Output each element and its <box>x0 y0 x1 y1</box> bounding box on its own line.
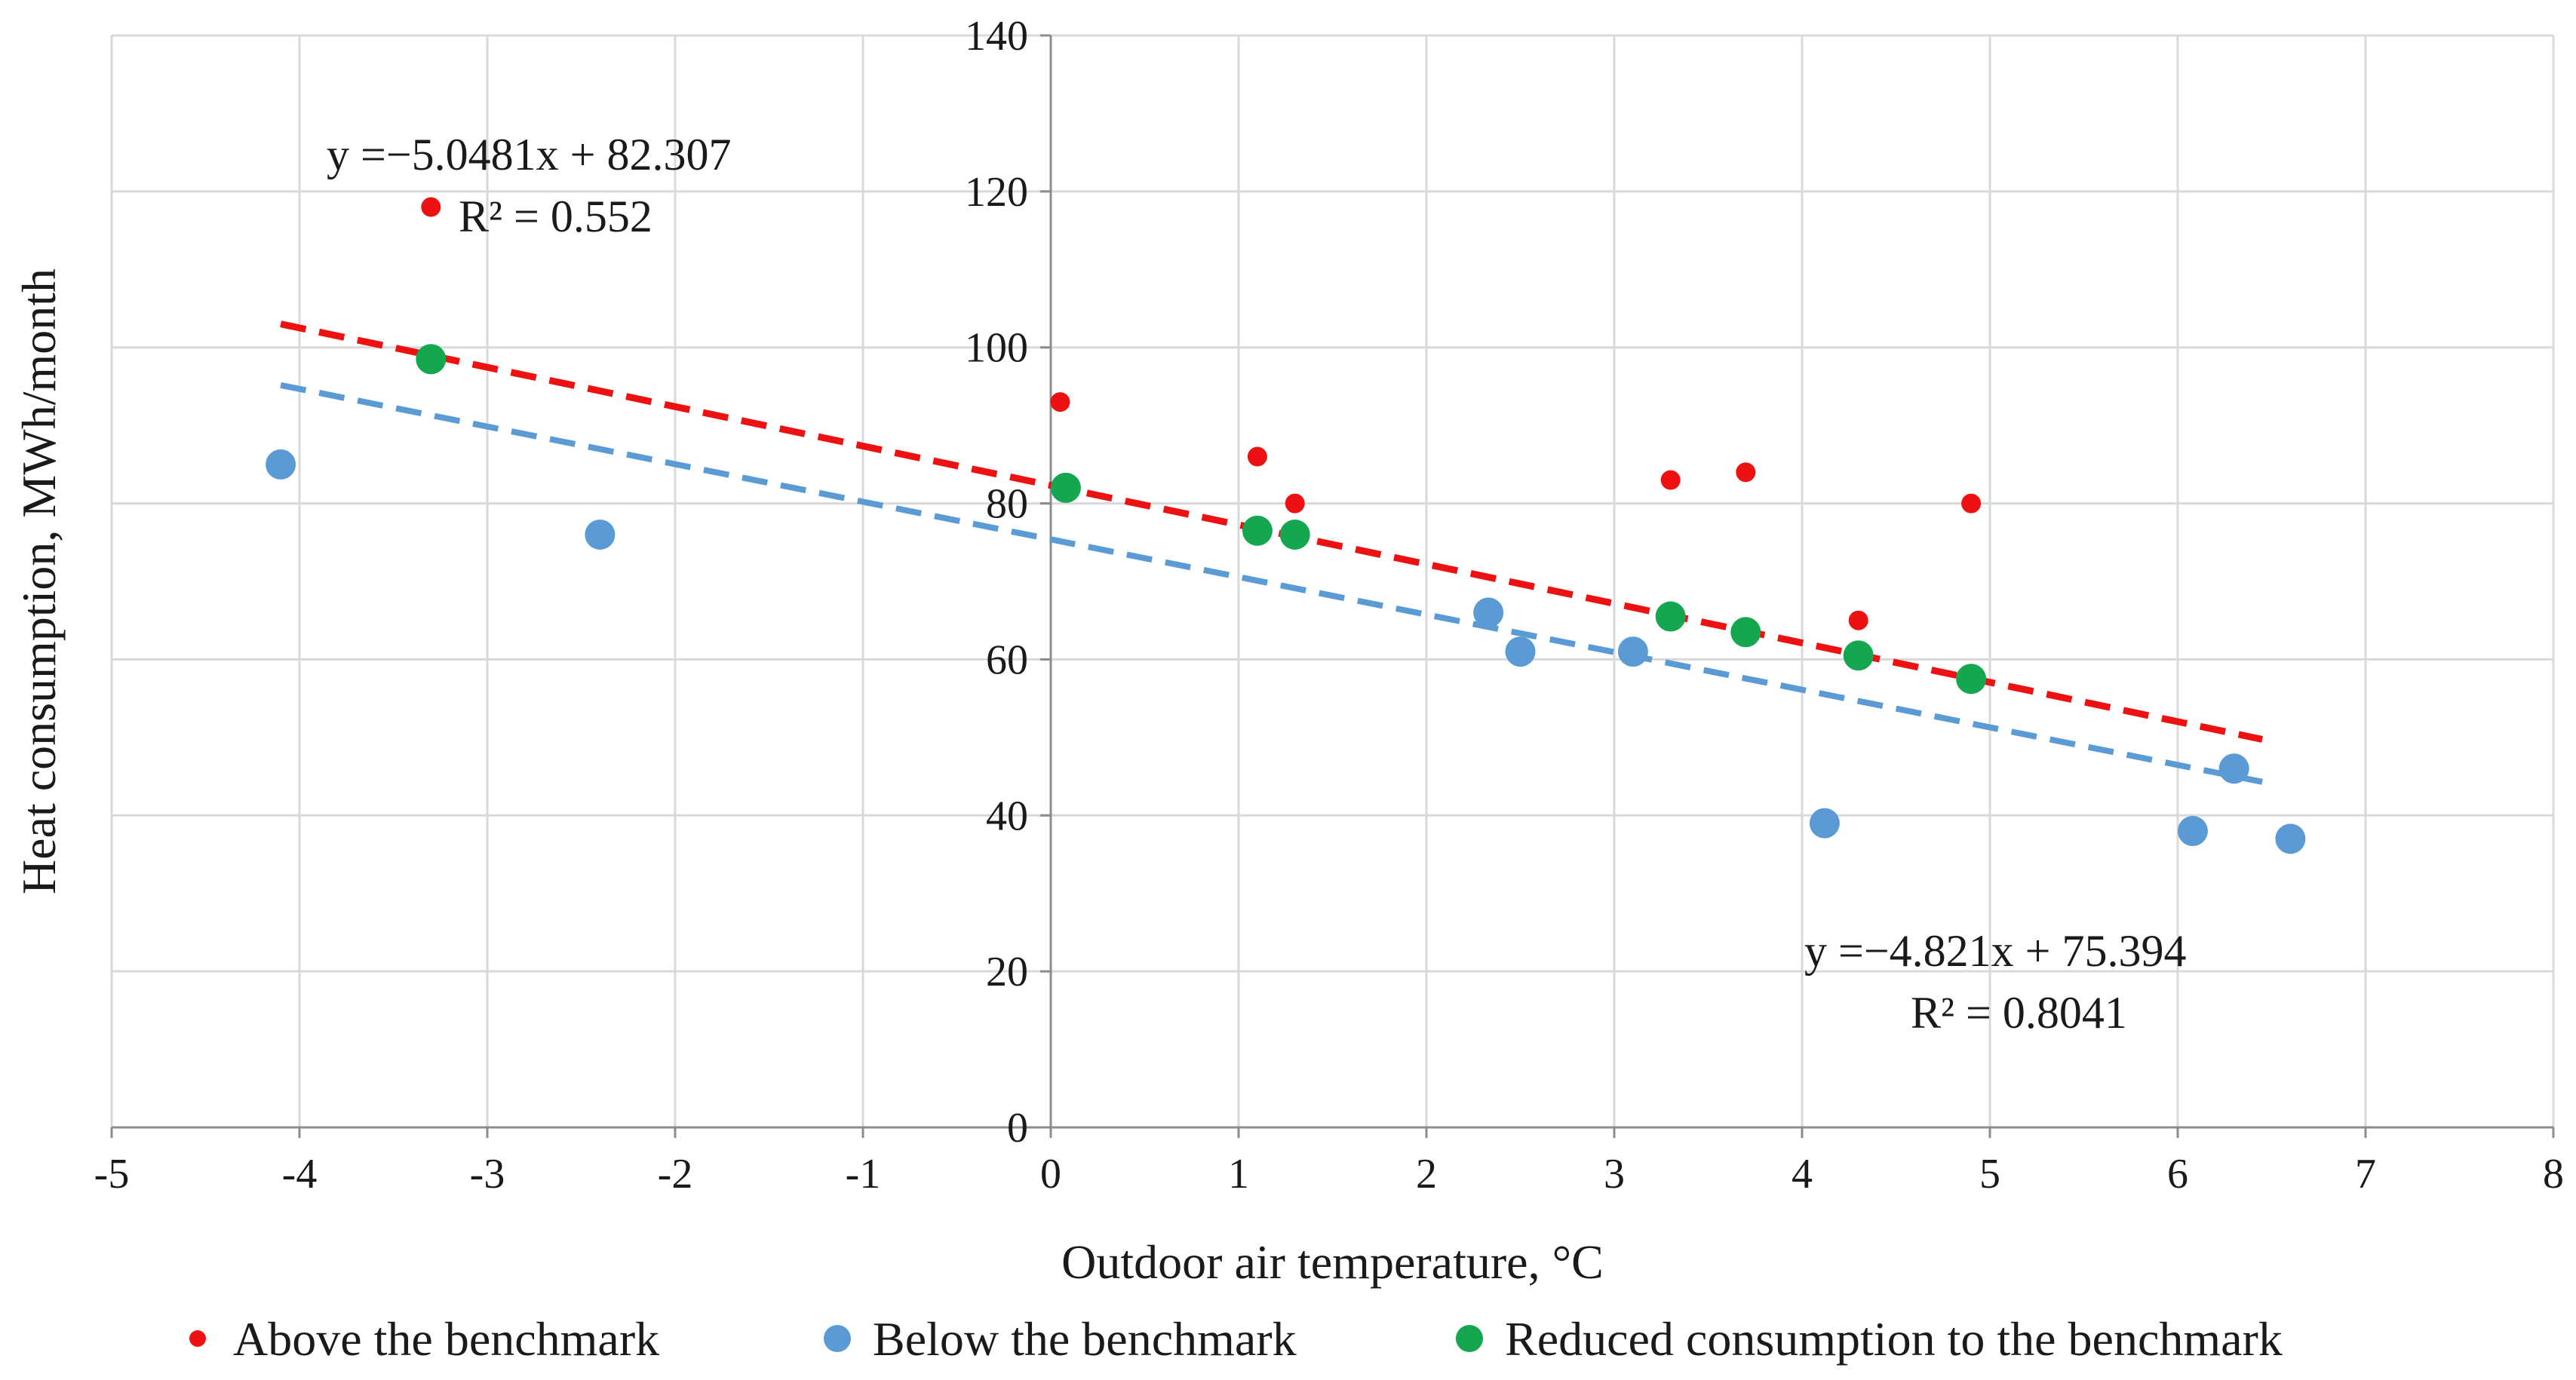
legend: Above the benchmark Below the benchmark … <box>189 1312 2283 1366</box>
point-below <box>585 519 616 550</box>
axes <box>112 35 2553 1129</box>
point-below <box>2275 823 2306 854</box>
point-below <box>266 449 296 480</box>
point-below <box>2218 753 2249 784</box>
point-reduced <box>1730 617 1761 648</box>
y-tick-label: 0 <box>1007 1105 1028 1152</box>
trendline-r-squared-above: R² = 0.552 <box>459 192 652 241</box>
legend-label-reduced: Reduced consumption to the benchmark <box>1505 1312 2283 1366</box>
point-below <box>1505 636 1536 667</box>
y-tick-label: 100 <box>965 325 1028 372</box>
y-tick-label: 80 <box>986 481 1028 528</box>
trendline-below <box>280 382 2263 785</box>
point-above <box>1285 493 1305 514</box>
x-tick-label: -2 <box>658 1151 693 1198</box>
x-tick-label: -3 <box>470 1151 505 1198</box>
y-tick-label: 60 <box>986 636 1028 683</box>
point-below <box>2177 815 2208 846</box>
point-above <box>1961 493 1982 514</box>
point-above <box>1660 470 1681 490</box>
point-below <box>1617 636 1648 667</box>
point-below <box>1473 597 1504 628</box>
point-reduced <box>1279 519 1310 550</box>
legend-marker-above <box>189 1330 206 1347</box>
point-reduced <box>1655 601 1686 632</box>
x-tick-label: -5 <box>94 1151 130 1198</box>
x-tick-label: 7 <box>2355 1151 2376 1198</box>
data-points <box>266 197 2306 854</box>
x-tick-label: 5 <box>1979 1151 2000 1198</box>
x-tick-label: 3 <box>1604 1151 1625 1198</box>
x-axis-title: Outdoor air temperature, °C <box>1061 1235 1604 1289</box>
y-tick-label: 140 <box>965 13 1028 60</box>
y-axis-title: Heat consumption, MWh/month <box>12 268 66 894</box>
y-tick-label: 120 <box>965 169 1028 216</box>
point-above <box>1736 462 1756 483</box>
y-tick-label: 20 <box>986 949 1028 995</box>
point-reduced <box>1956 664 1987 695</box>
point-reduced <box>1843 640 1874 671</box>
legend-marker-below <box>824 1325 851 1352</box>
point-above <box>1050 392 1070 412</box>
legend-label-above: Above the benchmark <box>233 1312 659 1366</box>
trendline-equation-above: y =−5.0481x + 82.307 <box>327 130 732 179</box>
x-tick-label: 4 <box>1792 1151 1813 1198</box>
point-reduced <box>416 344 447 375</box>
point-reduced <box>1050 472 1081 503</box>
y-tick-label: 40 <box>986 793 1028 839</box>
legend-label-below: Below the benchmark <box>873 1312 1297 1366</box>
point-reduced <box>1242 515 1273 546</box>
x-tick-label: 6 <box>2167 1151 2188 1198</box>
x-tick-label: 2 <box>1416 1151 1437 1198</box>
trendline-r-squared-below: R² = 0.8041 <box>1911 988 2127 1038</box>
point-below <box>1809 808 1840 839</box>
point-above <box>1247 446 1267 467</box>
x-tick-label: 8 <box>2543 1151 2564 1198</box>
legend-marker-reduced <box>1456 1325 1483 1352</box>
trendline-equation-below: y =−4.821x + 75.394 <box>1804 926 2187 976</box>
x-tick-label: -1 <box>846 1151 881 1198</box>
point-above <box>1848 610 1868 630</box>
trendlines <box>280 320 2263 785</box>
trendline-above <box>280 320 2263 743</box>
x-tick-label: -4 <box>282 1151 318 1198</box>
point-above <box>421 197 441 217</box>
x-tick-label: 1 <box>1228 1151 1249 1198</box>
x-tick-label: 0 <box>1040 1151 1061 1198</box>
